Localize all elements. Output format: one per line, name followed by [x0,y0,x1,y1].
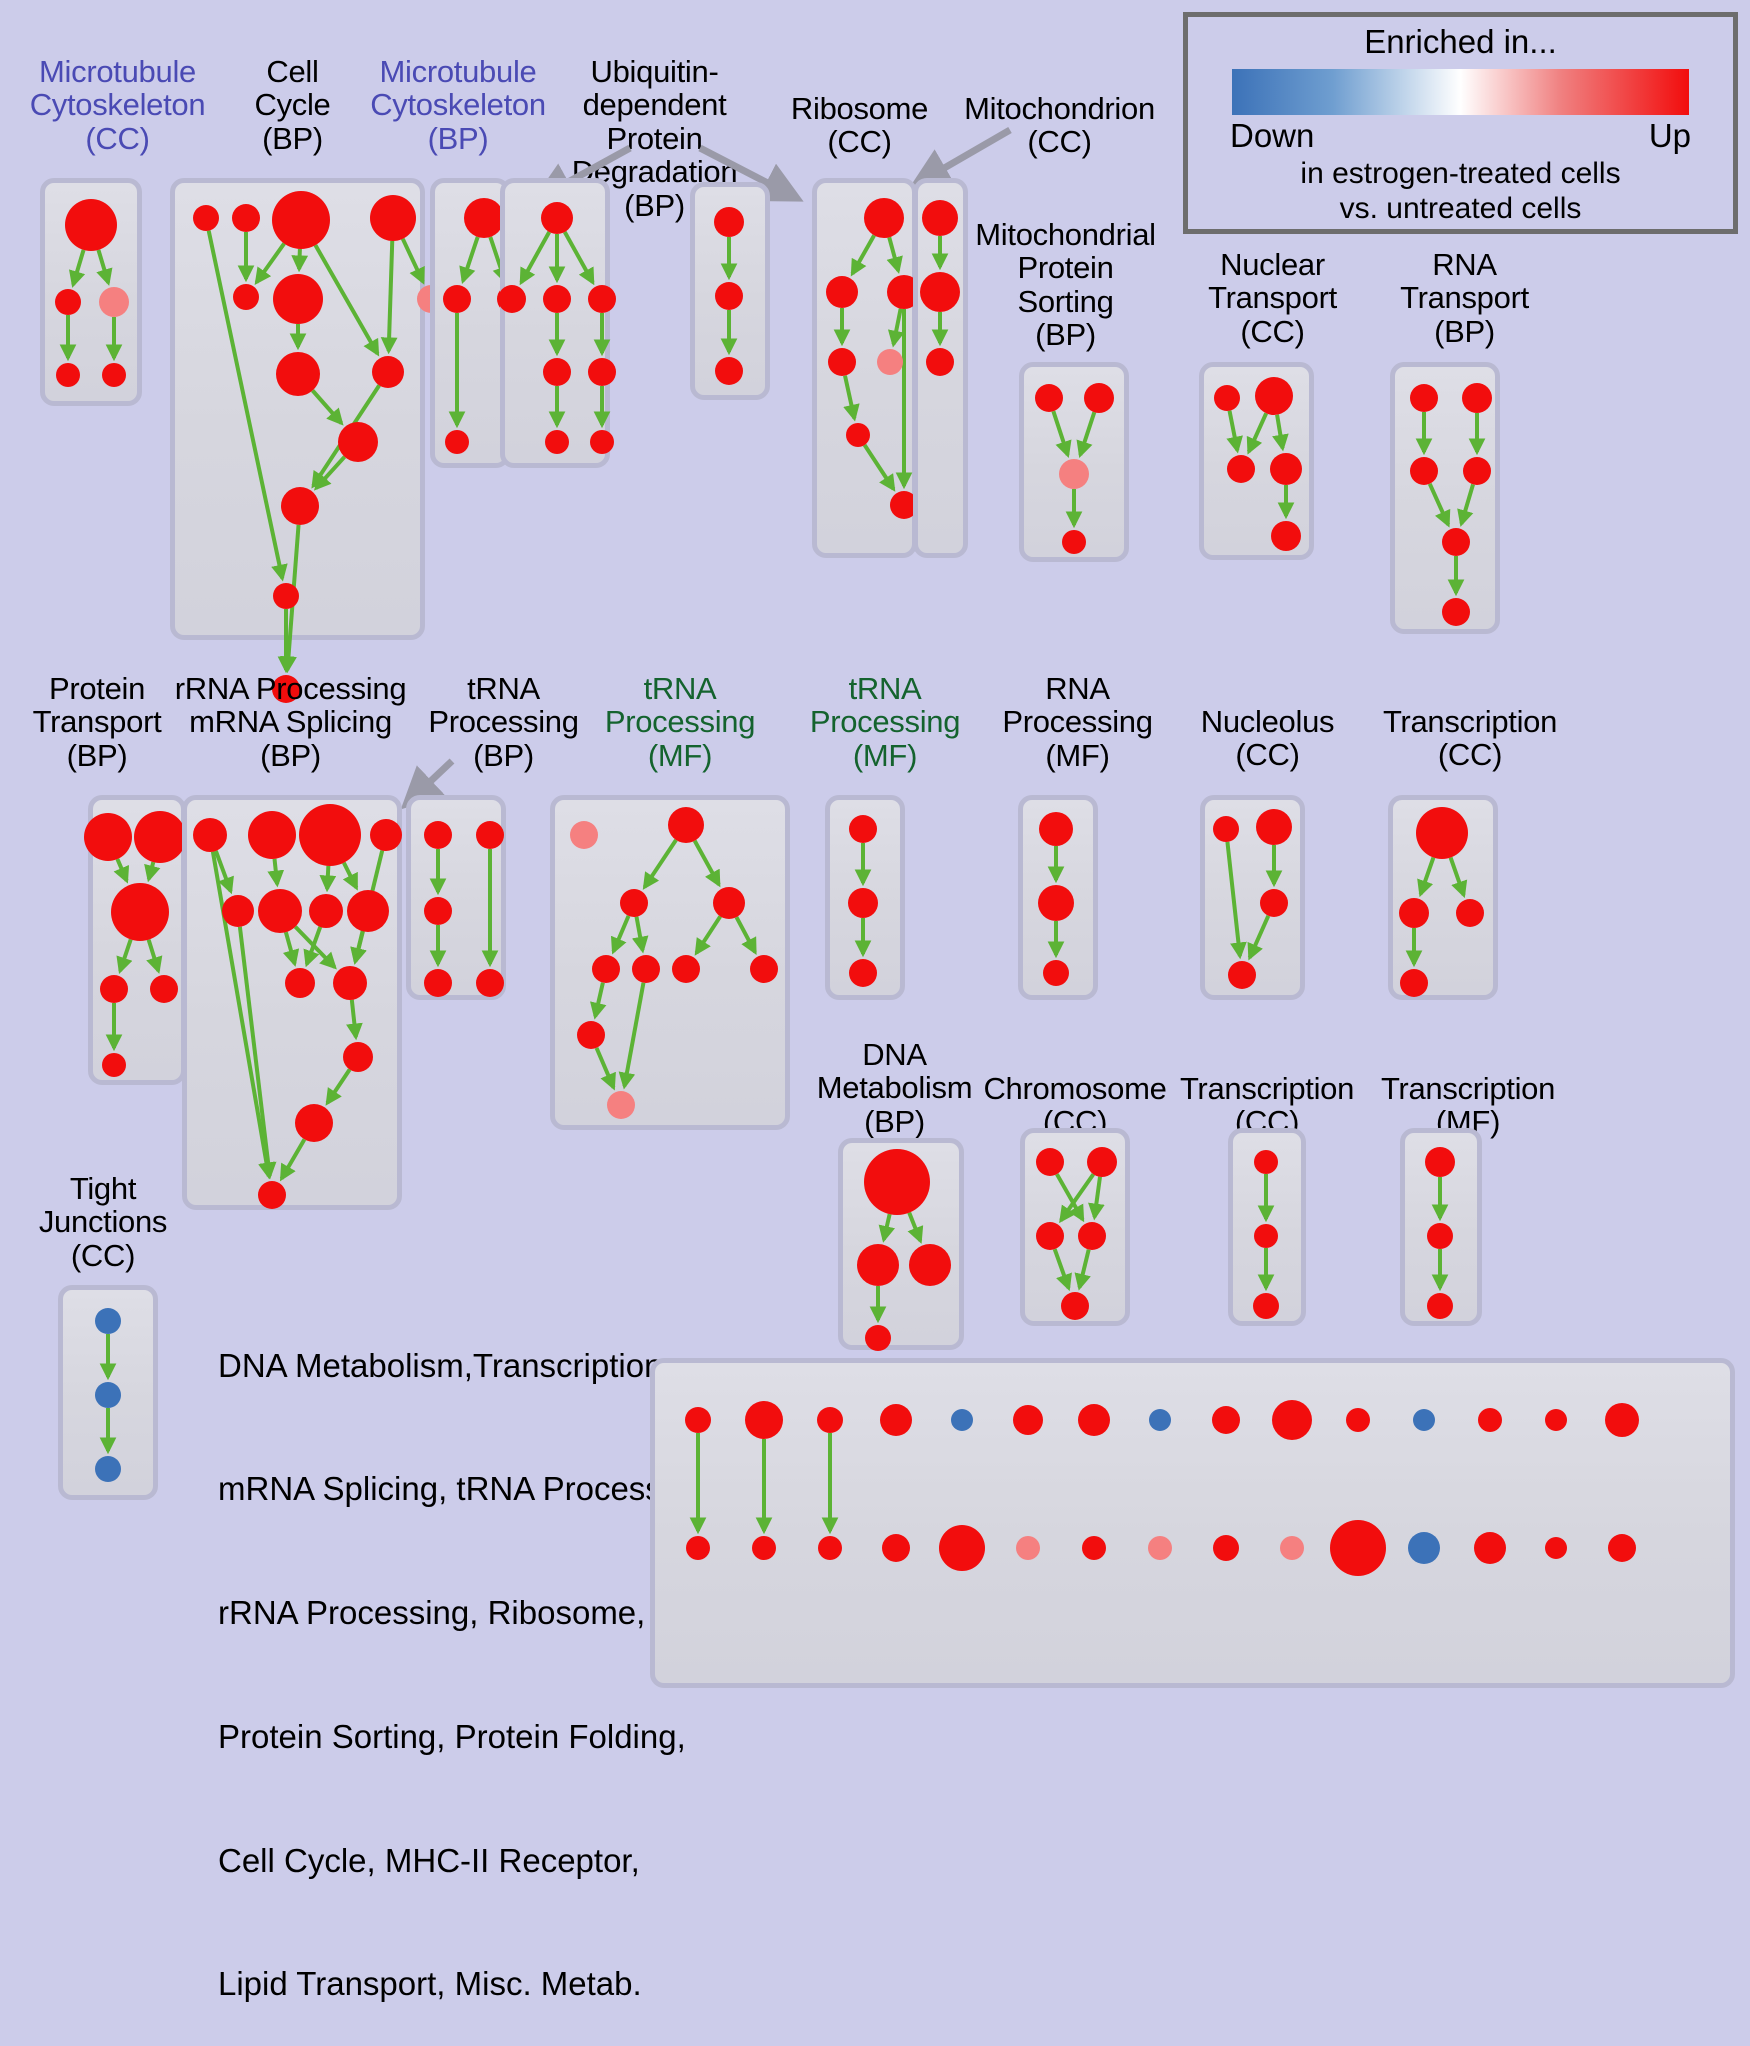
legend-high-label: Up [1648,117,1691,154]
network-nuclear-transport-cc [1214,377,1302,551]
group-label-trna-processing-mf-2: tRNA Processing (MF) [809,671,961,773]
network-rna-transport-bp [1410,383,1492,626]
network-cell-cycle-bp [193,191,445,703]
network-mitochondrion-cc [920,200,960,376]
network-transcription-cc-2 [1253,1150,1279,1319]
group-label-rrna-mrna-bp: rRNA Processing mRNA Splicing (BP) [174,671,407,773]
network-transcription-mf [1425,1147,1455,1319]
network-trna-processing-bp [424,821,504,997]
network-nucleolus-cc [1213,809,1292,989]
group-label-mitochondrion-cc: Mitochondrion (CC) [964,91,1155,160]
group-label-dna-metabolism-bp: DNA Metabolism (BP) [816,1037,973,1139]
network-transcription-cc-1 [1399,807,1484,997]
network-ubiquitin-chain [714,207,744,385]
group-label-protein-transport-bp: Protein Transport (BP) [32,671,162,773]
legend-subtitle-line2: vs. untreated cells [1339,192,1582,225]
group-label-transcription-cc-2: Transcription (CC) [1179,1071,1355,1140]
group-label-nuclear-transport-cc: Nuclear Transport (CC) [1208,247,1337,349]
network-ubiquitin-bp [498,202,616,454]
group-label-chromosome-cc: Chromosome (CC) [983,1071,1167,1140]
network-mito-protein-sorting-bp [1035,383,1114,554]
network-protein-transport-bp [84,811,186,1077]
group-label-trna-processing-mf-1: tRNA Processing (MF) [604,671,756,773]
network-microtubule-bp [443,198,525,454]
group-label-ribosome-cc: Ribosome (CC) [790,91,929,160]
network-trna-processing-mf-2 [848,815,878,987]
legend-low-label: Down [1230,117,1315,154]
network-dna-metabolism-bp [857,1149,951,1351]
network-chromosome-cc [1036,1147,1117,1320]
misc-line-3: rRNA Processing, Ribosome, [218,1594,646,1631]
group-label-cell-cycle-bp: Cell Cycle (BP) [254,54,331,156]
network-ribosome-cc [826,198,921,519]
legend-title: Enriched in... [1364,23,1557,60]
callout-arrow-ubiquitin-2 [698,144,804,202]
group-label-mito-protein-sorting-bp: Mitochondrial Protein Sorting (BP) [975,217,1156,353]
panel-trna-processing-mf-1 [550,795,790,1130]
network-trna-processing-mf-1 [570,807,778,1119]
network-rrna-mrna-bp [193,804,402,1209]
misc-line-6: Lipid Transport, Misc. Metab. [218,1965,642,2003]
network-microtubule-cc [55,199,129,387]
callout-arrow-mitochondrion [908,126,1012,189]
misc-line-5: Cell Cycle, MHC-II Receptor, [218,1841,640,1879]
group-label-microtubule-bp: Microtubule Cytoskeleton (BP) [370,54,546,156]
misc-line-1: DNA Metabolism,Transcription, [218,1346,672,1384]
callout-arrow-trna-processing-bp [400,758,455,810]
network-rna-processing-mf [1038,812,1074,986]
group-label-rna-transport-bp: RNA Transport (BP) [1400,247,1529,349]
group-label-transcription-cc-1: Transcription (CC) [1382,704,1558,773]
legend-gradient-bar [1232,69,1689,115]
group-label-tight-junctions-cc: Tight Junctions (CC) [38,1171,168,1273]
misc-line-4: Protein Sorting, Protein Folding, [218,1717,686,1755]
network-tight-junctions-cc [95,1308,121,1482]
group-label-rna-processing-mf: RNA Processing (MF) [1002,671,1153,773]
network-unclustered [685,1400,1639,1576]
group-label-trna-processing-bp: tRNA Processing (BP) [428,671,579,773]
group-label-nucleolus-cc: Nucleolus (CC) [1200,704,1335,773]
legend-subtitle-line1: in estrogen-treated cells [1300,157,1621,190]
group-label-microtubule-cc: Microtubule Cytoskeleton (CC) [29,54,206,156]
legend-box: Enriched in... Down Up in estrogen-treat… [1183,12,1738,234]
